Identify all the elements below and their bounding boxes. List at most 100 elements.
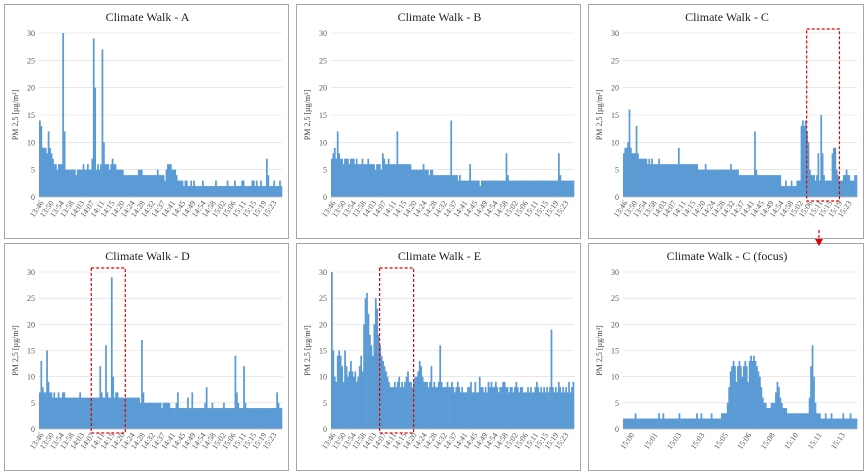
data-bar bbox=[191, 186, 194, 197]
data-bar bbox=[748, 360, 751, 429]
data-bar bbox=[98, 169, 101, 197]
data-bar bbox=[142, 175, 145, 197]
chart-panel-c-focus: Climate Walk - C (focus) PM 2,5 [µg/m³] 0 5… bbox=[588, 243, 864, 471]
data-bar bbox=[379, 345, 382, 429]
data-bar bbox=[508, 180, 511, 197]
data-bar bbox=[251, 180, 254, 197]
data-bar bbox=[174, 408, 176, 429]
data-bar bbox=[652, 418, 655, 429]
data-bar bbox=[151, 402, 153, 429]
data-bar bbox=[248, 408, 251, 429]
data-bar bbox=[331, 158, 333, 197]
data-bar bbox=[546, 387, 548, 429]
data-bar bbox=[145, 175, 147, 197]
data-bar bbox=[111, 158, 114, 197]
data-bar bbox=[682, 418, 685, 429]
y-tick-label: 25 bbox=[611, 294, 619, 303]
data-bar bbox=[833, 418, 836, 429]
data-bar bbox=[333, 376, 336, 429]
data-bar bbox=[814, 402, 817, 429]
data-bar bbox=[734, 169, 737, 197]
data-bar bbox=[566, 180, 569, 197]
data-bar bbox=[345, 366, 348, 429]
y-tick-label: 10 bbox=[27, 373, 35, 382]
data-bar bbox=[354, 164, 357, 197]
data-bar bbox=[782, 408, 785, 429]
data-bar bbox=[472, 392, 475, 429]
data-bar bbox=[690, 164, 693, 197]
data-bar bbox=[68, 169, 70, 197]
data-bar bbox=[47, 381, 50, 429]
data-bar bbox=[192, 408, 195, 429]
data-bar bbox=[342, 164, 345, 197]
data-bar bbox=[418, 360, 421, 429]
data-bar bbox=[816, 413, 818, 429]
data-bar bbox=[518, 180, 521, 197]
data-bar bbox=[728, 169, 731, 197]
data-bar bbox=[701, 169, 704, 197]
data-bar bbox=[672, 164, 675, 197]
data-bar bbox=[487, 381, 490, 429]
data-bar bbox=[456, 381, 459, 429]
data-bar bbox=[703, 418, 706, 429]
data-bar bbox=[563, 392, 566, 429]
data-bar bbox=[277, 186, 280, 197]
data-bar bbox=[473, 180, 476, 197]
data-bar bbox=[775, 175, 777, 197]
data-bar bbox=[554, 387, 557, 429]
data-bar bbox=[431, 169, 434, 197]
data-bar bbox=[706, 418, 709, 429]
data-bar bbox=[768, 175, 770, 197]
data-bar bbox=[205, 387, 208, 429]
data-bar bbox=[222, 186, 225, 197]
data-bar bbox=[666, 164, 669, 197]
y-tick-label: 15 bbox=[319, 347, 327, 356]
data-bar bbox=[498, 180, 501, 197]
data-bar bbox=[686, 164, 689, 197]
data-bar bbox=[451, 175, 454, 197]
data-bar bbox=[502, 381, 505, 429]
data-bar bbox=[758, 175, 761, 197]
y-tick-label: 30 bbox=[27, 29, 35, 38]
data-bar bbox=[341, 158, 343, 197]
data-bar bbox=[405, 164, 407, 197]
data-bar bbox=[555, 180, 557, 197]
data-bar bbox=[569, 180, 572, 197]
data-bar bbox=[446, 381, 449, 429]
data-bar bbox=[547, 180, 550, 197]
data-bar bbox=[54, 397, 57, 429]
data-bar bbox=[182, 408, 185, 429]
data-bar bbox=[201, 408, 204, 429]
data-bar bbox=[807, 413, 810, 429]
data-bar bbox=[767, 408, 770, 429]
data-bar bbox=[155, 402, 158, 429]
data-bar bbox=[251, 408, 254, 429]
chart-c: Climate Walk - C PM 2,5 [µg/m³] 0 5 10 15 20 25… bbox=[595, 10, 858, 219]
data-bar bbox=[843, 418, 846, 429]
data-bar bbox=[631, 153, 634, 197]
data-bar bbox=[528, 180, 531, 197]
data-bar bbox=[138, 397, 140, 429]
data-bar bbox=[244, 186, 246, 197]
data-bar bbox=[710, 169, 713, 197]
data-bar bbox=[445, 175, 448, 197]
chart-title: Climate Walk - C bbox=[685, 10, 769, 24]
data-bar bbox=[505, 153, 508, 197]
data-bar bbox=[775, 392, 777, 429]
data-bar bbox=[550, 329, 553, 429]
y-tick-label: 5 bbox=[615, 399, 619, 408]
data-bar bbox=[142, 392, 145, 429]
data-bar bbox=[202, 408, 205, 429]
data-bar bbox=[231, 408, 234, 429]
data-bar bbox=[411, 169, 413, 197]
data-bar bbox=[344, 158, 346, 197]
y-tick-label: 20 bbox=[27, 84, 35, 93]
data-bar bbox=[41, 147, 44, 197]
data-bar bbox=[79, 392, 81, 429]
data-bar bbox=[60, 397, 63, 429]
data-bar bbox=[355, 158, 358, 197]
data-bar bbox=[644, 158, 646, 197]
data-bar bbox=[470, 381, 472, 429]
data-bar bbox=[840, 180, 842, 197]
data-bar bbox=[363, 164, 365, 197]
